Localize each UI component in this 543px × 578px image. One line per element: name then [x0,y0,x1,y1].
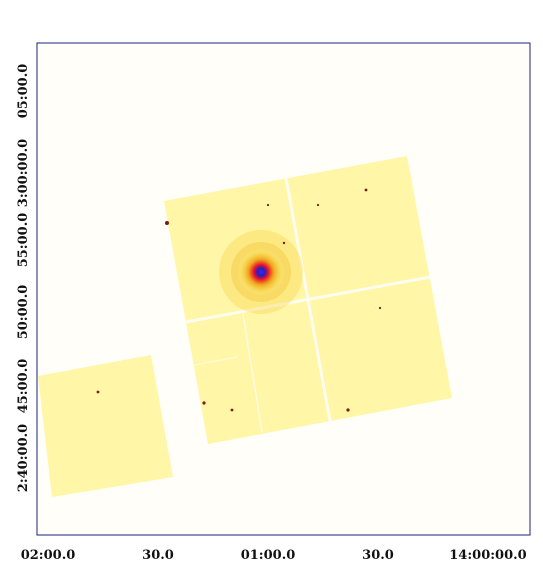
x-tick-label: 30.0 [362,548,394,563]
x-tick-label: 01:00.0 [241,548,296,563]
plot-frame [36,42,531,536]
bright-point-source-icon [237,248,285,296]
detector-array-main [164,156,452,444]
x-axis: 02:00.0 30.0 01:00.0 30.0 14:00:00.0 [21,548,527,563]
y-tick-label: 2:40:00.0 [16,424,31,492]
detector-chip-left [38,355,173,497]
y-tick-label: 3:00:00.0 [16,139,31,207]
x-tick-label: 14:00:00.0 [449,548,526,563]
y-tick-label: 50:00.0 [16,285,31,340]
x-tick-label: 02:00.0 [21,548,76,563]
x-tick-label: 30.0 [142,548,174,563]
y-axis: 05:00.0 3:00:00.0 55:00.0 50:00.0 45:00.… [16,64,31,492]
chip-gap-horizontal [185,275,431,324]
faint-sources [96,188,382,412]
y-tick-label: 55:00.0 [16,213,31,268]
y-tick-label: 05:00.0 [16,64,31,119]
y-tick-label: 45:00.0 [16,359,31,414]
